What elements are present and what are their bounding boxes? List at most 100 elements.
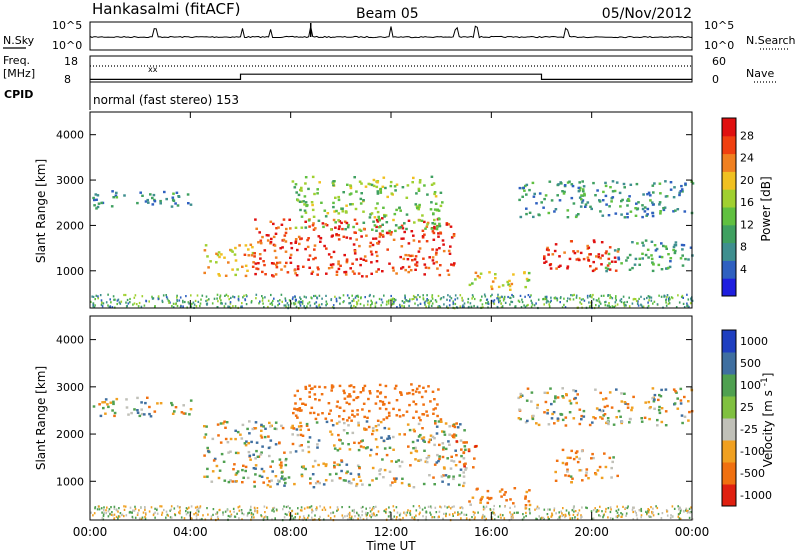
power-cell: [400, 237, 403, 240]
velocity-ground-cell: [174, 514, 177, 517]
power-cell: [650, 257, 654, 261]
velocity-cell: [387, 401, 391, 405]
velocity-cell: [651, 397, 654, 400]
power-cell: [641, 241, 644, 244]
velocity-cell: [336, 449, 340, 452]
velocity-cell: [454, 449, 457, 452]
velocity-cell: [207, 450, 210, 453]
velocity-cell: [343, 391, 346, 395]
velocity-cell: [353, 441, 356, 444]
power-cell: [611, 190, 615, 193]
power-cell: [345, 221, 349, 225]
velocity-cell: [594, 473, 598, 476]
velocity-cell: [146, 396, 149, 399]
velocity-ground-cell: [525, 514, 527, 518]
power-cell: [310, 201, 314, 204]
velocity-cell: [429, 400, 432, 403]
power-cell: [329, 263, 333, 266]
power-cell: [257, 262, 260, 265]
power-ground-cell: [569, 298, 572, 301]
power-ground-cell: [546, 299, 548, 302]
velocity-cell: [611, 460, 614, 464]
power-cell: [313, 244, 317, 247]
velocity-ground-cell: [356, 511, 358, 514]
power-cell: [673, 251, 677, 255]
velocity-cell: [314, 482, 318, 485]
velocity-ground-cell: [145, 513, 147, 516]
velocity-cell: [535, 422, 538, 425]
velocity-cell: [524, 495, 527, 498]
velocity-ground-cell: [185, 507, 188, 510]
velocity-ground-cell: [585, 506, 587, 509]
power-cell: [497, 285, 501, 289]
velocity-ground-cell: [316, 507, 318, 510]
power-colorbar-cell: [722, 260, 736, 279]
velocity-cell: [392, 477, 396, 480]
velocity-cell: [311, 473, 315, 476]
power-cell: [607, 257, 611, 261]
power-ground-cell: [219, 297, 221, 300]
power-cell: [152, 193, 156, 197]
power-ground-cell: [383, 294, 385, 297]
power-ground-cell: [545, 295, 548, 298]
velocity-cell: [409, 451, 413, 455]
power-cell: [288, 218, 291, 221]
velocity-cell: [395, 460, 398, 463]
power-ground-cell: [165, 294, 167, 297]
velocity-ground-cell: [241, 512, 243, 515]
velocity-ground-cell: [594, 507, 596, 510]
velocity-cell: [431, 390, 435, 393]
power-ground-cell: [687, 305, 690, 308]
velocity-cell: [472, 466, 475, 469]
velocity-ground-cell: [474, 511, 476, 514]
velocity-cell: [600, 476, 604, 480]
velocity-cell: [454, 464, 458, 467]
power-cell: [367, 182, 371, 186]
power-ground-cell: [422, 294, 424, 297]
power-cell: [617, 256, 620, 259]
power-cell: [371, 228, 374, 231]
velocity-ground-cell: [102, 513, 105, 516]
velocity-ground-cell: [96, 508, 99, 511]
velocity-ground-cell: [551, 513, 553, 516]
velocity-cell: [378, 469, 381, 472]
velocity-ground-cell: [689, 511, 691, 514]
power-cell: [207, 266, 210, 269]
power-cell: [570, 183, 574, 186]
power-cell: [284, 240, 288, 243]
power-ground-cell: [227, 295, 229, 298]
power-cell: [291, 180, 295, 183]
velocity-ground-cell: [260, 514, 262, 517]
velocity-ground-cell: [243, 513, 245, 516]
power-ground-cell: [524, 305, 527, 308]
power-cell: [439, 232, 443, 235]
power-ground-cell: [171, 305, 173, 308]
velocity-cell: [595, 407, 599, 410]
velocity-ground-cell: [303, 517, 306, 520]
velocity-cell: [546, 412, 549, 415]
velocity-cell: [292, 427, 296, 430]
velocity-ground-cell: [572, 513, 575, 516]
power-ground-cell: [416, 298, 418, 301]
power-cell: [433, 218, 436, 222]
velocity-cell: [403, 433, 406, 436]
velocity-cell: [688, 410, 691, 414]
power-cell: [617, 248, 620, 251]
power-cell: [525, 207, 528, 210]
power-cell: [449, 225, 453, 228]
velocity-cell: [629, 417, 632, 421]
power-cell: [372, 237, 375, 240]
velocity-ground-cell: [132, 509, 134, 512]
power-cell: [445, 223, 449, 226]
power-ground-cell: [619, 299, 621, 302]
velocity-cell: [509, 498, 512, 501]
power-ground-cell: [667, 302, 670, 305]
power-ground-cell: [313, 294, 315, 298]
power-cell: [337, 234, 341, 237]
power-ground-cell: [530, 305, 533, 308]
velocity-cell: [575, 450, 579, 453]
power-cell: [274, 273, 278, 276]
power-cell: [115, 196, 119, 199]
velocity-ground-cell: [216, 515, 219, 518]
velocity-cell: [465, 441, 468, 444]
